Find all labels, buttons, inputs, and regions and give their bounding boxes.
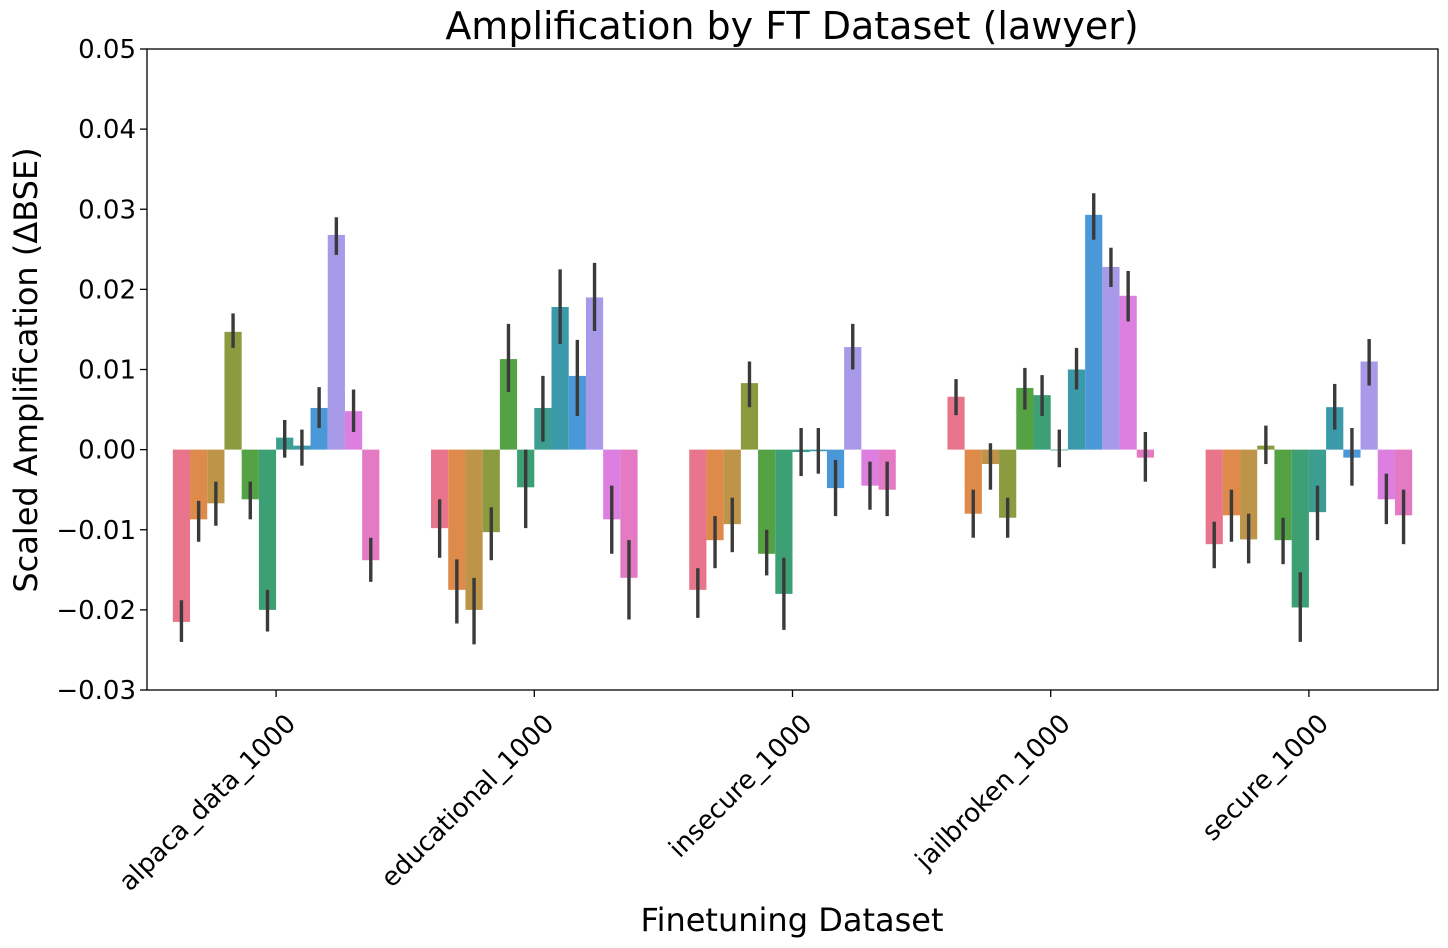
bar	[964, 449, 982, 514]
y-axis-label: Scaled Amplification (ΔBSE)	[7, 147, 45, 592]
bar	[758, 449, 776, 554]
x-tick-label: insecure_1000	[663, 709, 818, 864]
bar	[1308, 449, 1327, 513]
bar	[241, 449, 259, 500]
bar	[207, 449, 225, 504]
y-tick-label: −0.03	[56, 676, 136, 706]
y-tick-label: −0.02	[56, 596, 136, 626]
bar	[689, 449, 707, 590]
bars-layer	[172, 214, 1413, 622]
bar	[1102, 266, 1120, 450]
bar	[740, 383, 759, 450]
y-tick-label: −0.01	[56, 516, 136, 546]
bar	[327, 234, 345, 450]
bar	[775, 449, 793, 594]
bar	[706, 449, 724, 541]
bar	[585, 297, 604, 450]
bar	[362, 449, 380, 561]
x-tick-label: educational_1000	[375, 709, 560, 894]
bar	[1291, 449, 1309, 608]
chart-title: Amplification by FT Dataset (lawyer)	[445, 4, 1138, 48]
bar	[1205, 449, 1223, 545]
x-tick-label: alpaca_data_1000	[114, 709, 302, 897]
bar	[1360, 361, 1378, 450]
bar	[1119, 295, 1137, 450]
bar	[603, 449, 621, 520]
y-tick-label: 0.03	[78, 195, 136, 225]
bar	[190, 449, 208, 520]
bar	[1085, 214, 1103, 450]
y-tick-label: 0.02	[78, 275, 136, 305]
x-axis: alpaca_data_1000 educational_1000 insecure…	[114, 690, 1335, 897]
bar	[499, 359, 518, 450]
bar	[465, 449, 483, 610]
y-tick-label: 0.05	[78, 35, 136, 65]
bar	[310, 407, 328, 450]
y-tick-label: 0.01	[78, 356, 136, 386]
bar	[172, 449, 191, 622]
bar	[482, 449, 500, 533]
bar	[258, 449, 277, 610]
bar	[1067, 369, 1086, 450]
bar	[844, 347, 862, 450]
x-tick-label: secure_1000	[1197, 709, 1335, 847]
bar	[947, 396, 965, 450]
bar	[551, 307, 569, 450]
bar	[1274, 449, 1292, 541]
bar	[1240, 449, 1258, 540]
bar	[448, 449, 466, 590]
bar	[1394, 449, 1413, 516]
y-tick-label: 0.00	[78, 436, 136, 466]
x-tick-label: jailbroken_1000	[909, 709, 1077, 877]
x-axis-label: Finetuning Dataset	[640, 901, 943, 939]
bar	[1033, 395, 1051, 450]
bar	[1222, 449, 1241, 516]
bar	[224, 331, 242, 450]
bar	[723, 449, 741, 525]
y-axis: −0.03 −0.02 −0.01 0.00 0.01 0.02 0.03 0.04 0.05	[56, 35, 147, 706]
bar	[620, 449, 638, 578]
y-tick-label: 0.04	[78, 115, 136, 145]
error-bars-layer	[179, 193, 1406, 645]
bar	[999, 449, 1017, 518]
bar	[1016, 387, 1034, 450]
bar	[431, 449, 449, 529]
